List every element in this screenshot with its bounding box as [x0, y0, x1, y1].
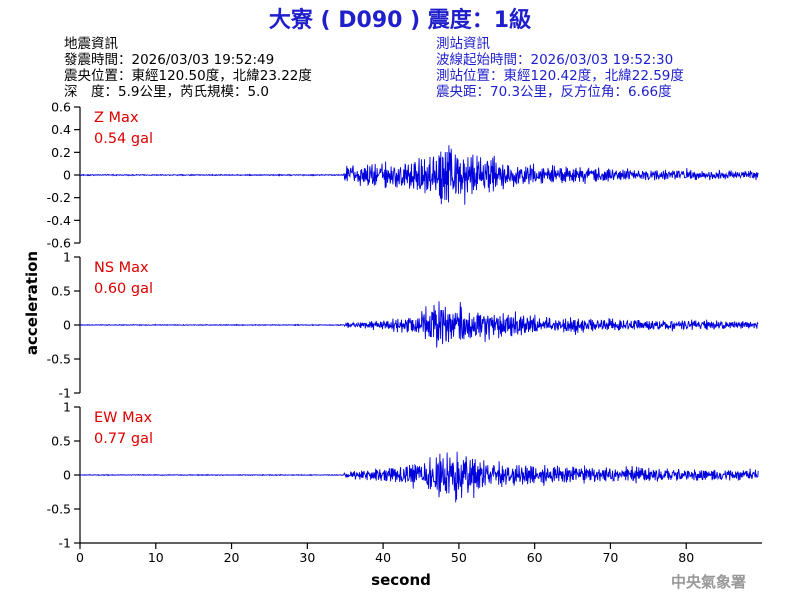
epicenter-location: 震央位置：東經120.50度，北緯23.22度	[64, 68, 312, 84]
x-tick-label: 70	[602, 550, 618, 565]
depth-magnitude: 深 度：5.9公里，芮氏規模：5.0	[64, 83, 269, 100]
y-tick-label: 0.5	[51, 434, 71, 449]
y-tick-label: -0.5	[47, 352, 71, 367]
x-axis-label: second	[371, 571, 431, 589]
max-label: Z Max	[94, 110, 139, 126]
x-tick-label: 50	[451, 550, 467, 565]
quake-info-block: 地震資訊 發震時間：2026/03/03 19:52:49 震央位置：東經120…	[64, 36, 312, 100]
chart-title: 大寮 ( D090 ) 震度：1級	[269, 7, 531, 33]
max-value: 0.60 gal	[94, 281, 153, 297]
y-tick-label: 0	[63, 318, 71, 333]
y-tick-label: 0.2	[51, 145, 71, 160]
y-tick-label: -1	[59, 536, 71, 551]
waveform-panels: 0.6 0.4 0.2 0 -0.2 -0.4 -0.6 Z Max 0.54 gal 1 0.5 0…	[47, 100, 759, 551]
y-tick-label: -0.2	[47, 190, 71, 205]
distance-azimuth: 震央距：70.3公里，反方位角：6.66度	[436, 84, 672, 100]
waveform-trace-z	[79, 145, 759, 205]
x-tick-label: 60	[527, 550, 543, 565]
y-tick-label: 0.5	[51, 284, 71, 299]
agency-name: 中央氣象署	[671, 573, 746, 591]
waveform-trace-ew	[80, 451, 759, 503]
wave-start-time: 波線起始時間：2026/03/03 19:52:30	[436, 52, 673, 68]
x-tick-label: 0	[76, 550, 84, 565]
y-tick-label: 0	[63, 468, 71, 483]
max-value: 0.77 gal	[94, 431, 153, 447]
y-tick-label: 0	[63, 168, 71, 183]
max-label: EW Max	[94, 410, 153, 426]
x-tick-label: 80	[678, 550, 694, 565]
y-tick-label: -0.5	[47, 502, 71, 517]
x-tick-label: 10	[148, 550, 164, 565]
y-tick-label: 1	[63, 400, 71, 415]
max-label: NS Max	[94, 260, 149, 276]
max-value: 0.54 gal	[94, 131, 153, 147]
y-axis-label: acceleration	[23, 251, 41, 355]
station-location: 測站位置：東經120.42度，北緯22.59度	[436, 68, 684, 84]
x-tick-label: 40	[375, 550, 391, 565]
station-info-block: 測站資訊 波線起始時間：2026/03/03 19:52:30 測站位置：東經1…	[436, 36, 684, 100]
quake-info-heading: 地震資訊	[64, 36, 118, 52]
origin-time: 發震時間：2026/03/03 19:52:49	[64, 52, 274, 68]
y-tick-label: 0.6	[51, 100, 71, 115]
waveform-trace-ns	[79, 301, 759, 348]
y-tick-label: -1	[59, 386, 71, 401]
x-tick-label: 30	[299, 550, 315, 565]
panel-z: 0.6 0.4 0.2 0 -0.2 -0.4 -0.6 Z Max 0.54 gal	[47, 100, 759, 251]
x-tick-label: 20	[224, 550, 240, 565]
station-info-heading: 測站資訊	[436, 36, 490, 52]
panel-ns: 1 0.5 0 -0.5 -1 NS Max 0.60 gal	[47, 250, 759, 401]
panel-ew: 1 0.5 0 -0.5 -1 EW Max 0.77 gal	[47, 400, 759, 551]
y-tick-label: 0.4	[51, 122, 71, 137]
y-tick-label: 1	[63, 250, 71, 265]
y-tick-label: -0.6	[47, 236, 71, 251]
y-tick-label: -0.4	[47, 213, 71, 228]
x-axis: 0 10 20 30 40 50 60 70 80	[76, 542, 762, 565]
